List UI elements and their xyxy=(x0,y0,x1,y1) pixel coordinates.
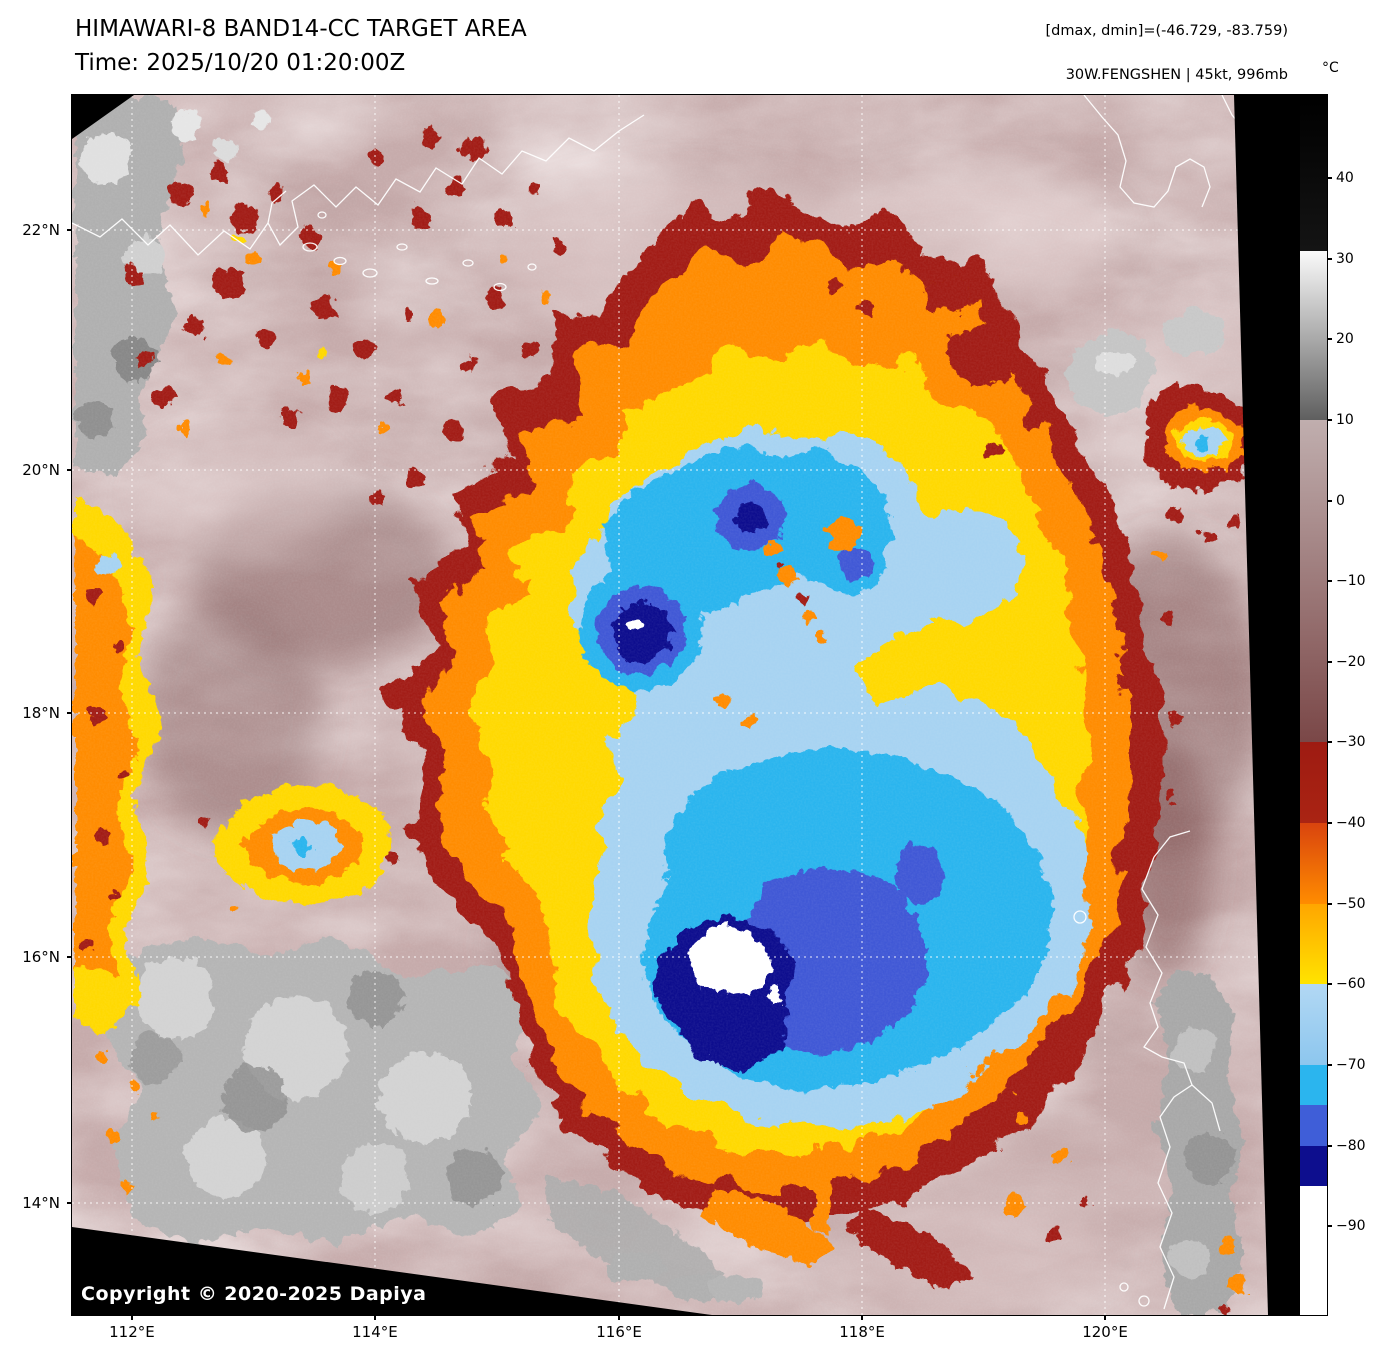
latitude-tick-label: 22°N xyxy=(22,221,60,240)
longitude-tick-label: 112°E xyxy=(109,1323,155,1341)
colorbar-tick-label: −70 xyxy=(1336,1057,1366,1074)
colorbar-tickmark xyxy=(1327,902,1332,905)
colorbar-tickmark xyxy=(1327,1144,1332,1147)
longitude-tickmark xyxy=(861,1315,864,1320)
taiwan-coastline xyxy=(1083,94,1211,208)
colorbar-tickmark xyxy=(1327,499,1332,502)
longitude-axis: 112°E 114°E 116°E 118°E 120°E xyxy=(72,1315,1298,1358)
latitude-tickmark xyxy=(67,712,72,715)
colorbar-segment xyxy=(1300,1105,1327,1147)
colorbar-tick-label: 10 xyxy=(1336,411,1354,428)
colorbar-tickmark xyxy=(1327,338,1332,341)
colorbar-unit-label: °C xyxy=(1322,60,1339,76)
colorbar-tickmark xyxy=(1327,822,1332,825)
latitude-tickmark xyxy=(67,469,72,472)
colorbar-tick-label: −10 xyxy=(1336,573,1366,590)
longitude-tickmark xyxy=(1104,1315,1107,1320)
colorbar-tick-label: −20 xyxy=(1336,653,1366,670)
timestamp: Time: 2025/10/20 01:20:00Z xyxy=(75,50,406,76)
longitude-tick-label: 116°E xyxy=(596,1323,642,1341)
colorbar-gradient xyxy=(1300,95,1327,1315)
latitude-tick-label: 16°N xyxy=(22,948,60,967)
latitude-tick-label: 14°N xyxy=(22,1194,60,1212)
longitude-tickmark xyxy=(618,1315,621,1320)
storm-stats: [dmax, dmin]=(-46.729, -83.759) 30W.FENG… xyxy=(1046,20,1289,86)
colorbar-tick-label: 0 xyxy=(1336,492,1345,509)
colorbar-segment xyxy=(1300,742,1327,824)
colorbar xyxy=(1300,95,1327,1315)
storm-id-intensity: 30W.FENGSHEN | 45kt, 996mb xyxy=(1065,67,1288,83)
longitude-tick-label: 118°E xyxy=(839,1323,885,1341)
colorbar-tick-label: 40 xyxy=(1336,170,1354,187)
longitude-tick-label: 114°E xyxy=(352,1323,398,1341)
colorbar-tick-label: −60 xyxy=(1336,976,1366,993)
dmax-dmin-readout: [dmax, dmin]=(-46.729, -83.759) xyxy=(1045,23,1289,39)
colorbar-tick-label: 20 xyxy=(1336,331,1354,348)
colorbar-segment xyxy=(1300,250,1327,421)
colorbar-tick-label: 30 xyxy=(1336,250,1354,267)
longitude-tickmark xyxy=(130,1315,133,1320)
latitude-tickmark xyxy=(67,1202,72,1204)
colorbar-tickmark xyxy=(1327,580,1332,583)
colorbar-tick-label: −80 xyxy=(1336,1137,1366,1154)
satellite-map: Copyright © 2020-2025 Dapiya xyxy=(71,94,1302,1315)
latitude-tick-label: 20°N xyxy=(22,461,60,480)
colorbar-tickmark xyxy=(1327,983,1332,986)
colorbar-tickmark xyxy=(1327,1064,1332,1067)
copyright-notice: Copyright © 2020-2025 Dapiya xyxy=(81,1283,427,1305)
colorbar-tickmark xyxy=(1327,418,1332,421)
colorbar-segment xyxy=(1300,984,1327,1066)
colorbar-tickmark xyxy=(1327,177,1332,180)
china-coastline xyxy=(71,114,645,256)
colorbar-tick-label: −30 xyxy=(1336,734,1366,751)
colorbar-segment xyxy=(1300,95,1327,252)
colorbar-segment xyxy=(1300,903,1327,985)
colorbar-tick-label: −50 xyxy=(1336,895,1366,912)
colorbar-tick-label: −40 xyxy=(1336,815,1366,832)
luzon-coastline xyxy=(1141,830,1193,1310)
graticule xyxy=(72,95,1298,1315)
imagery xyxy=(71,94,1302,1315)
colorbar-tick-label: −90 xyxy=(1336,1218,1366,1235)
colorbar-segment xyxy=(1300,1185,1327,1315)
latitude-tickmark xyxy=(67,229,72,232)
colorbar-tickmark xyxy=(1327,1225,1332,1228)
colorbar-segment xyxy=(1300,1065,1327,1106)
film-grain xyxy=(72,95,1298,1315)
longitude-tickmark xyxy=(373,1315,376,1320)
colorbar-segment xyxy=(1300,419,1327,744)
colorbar-tickmark xyxy=(1327,660,1332,663)
colorbar-segment xyxy=(1300,1145,1327,1187)
latitude-tick-label: 18°N xyxy=(22,704,60,723)
latitude-tickmark xyxy=(67,956,72,959)
longitude-tick-label: 120°E xyxy=(1082,1323,1128,1341)
page-title: HIMAWARI-8 BAND14-CC TARGET AREA xyxy=(75,16,527,42)
swath-edges xyxy=(72,95,1298,1315)
colorbar-tickmark xyxy=(1327,741,1332,744)
latitude-axis: 22°N 20°N 18°N 16°N 14°N xyxy=(0,95,72,1315)
satellite-image xyxy=(71,94,1302,1315)
colorbar-tickmark xyxy=(1327,257,1332,260)
colorbar-segment xyxy=(1300,823,1327,905)
